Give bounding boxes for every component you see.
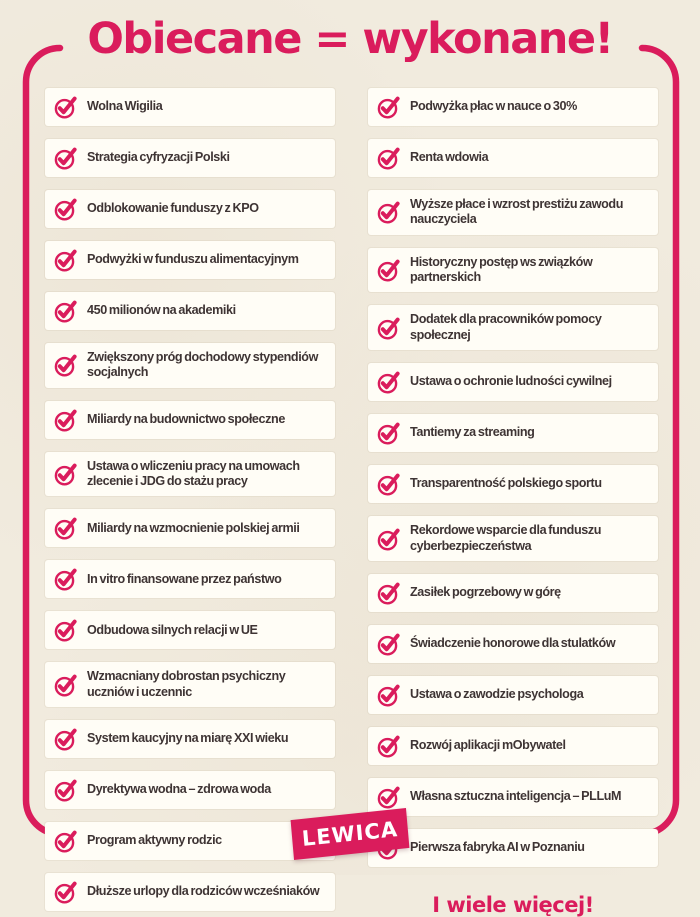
check-circle-icon [54, 569, 77, 591]
list-item-label: Odbudowa silnych relacji w UE [87, 622, 258, 637]
list-item-label: Odblokowanie funduszy z KPO [87, 201, 259, 216]
list-item: Transparentność polskiego sportu [368, 465, 658, 504]
list-item-label: Miliardy na wzmocnienie polskiej armii [87, 520, 300, 535]
check-circle-icon [54, 300, 77, 323]
list-item: Miliardy na budownictwo społeczne [45, 400, 335, 439]
list-item: Podwyżki w funduszu alimentacyjnym [45, 241, 335, 279]
list-item: Zwiększony próg dochodowy stypendiów soc… [45, 343, 335, 388]
check-circle-icon [377, 735, 400, 758]
list-item-label: Zwiększony próg dochodowy stypendiów soc… [87, 350, 318, 380]
list-item-label: Transparentność polskiego sportu [410, 476, 602, 491]
list-item-label: Świadczenie honorowe dla stulatków [410, 636, 616, 651]
check-circle-icon [54, 728, 77, 751]
list-item-label: Własna sztuczna inteligencja – PLLuM [410, 789, 622, 804]
list-item-label: Program aktywny rodzic [87, 833, 222, 848]
list-item-label: Ustawa o zawodzie psychologa [410, 687, 584, 702]
check-circle-icon [54, 96, 77, 119]
list-item: Strategia cyfryzacji Polski [45, 139, 335, 177]
list-item-label: Rekordowe wsparcie dla funduszu cyberbez… [410, 523, 602, 553]
check-circle-icon [377, 259, 400, 282]
list-item: Wolna Wigilia [45, 88, 335, 126]
list-item: Dłuższe urlopy dla rodziców wcześniaków [45, 873, 335, 912]
list-item-label: Tantiemy za streaming [410, 425, 535, 440]
check-circle-icon [54, 198, 77, 221]
list-item-label: Ustawa o ochronie ludności cywilnej [410, 374, 612, 389]
check-circle-icon [377, 633, 400, 656]
list-item: Wyższe płace i wzrost prestiżu zawodu na… [368, 190, 658, 235]
check-circle-icon [54, 409, 77, 432]
list-item-label: Dodatek dla pracowników pomocy społeczne… [410, 312, 602, 342]
check-circle-icon [54, 620, 77, 642]
list-item: Ustawa o zawodzie psychologa [368, 675, 658, 714]
list-item-label: 450 milionów na akademiki [87, 303, 236, 318]
list-item-label: In vitro finansowane przez państwo [87, 571, 282, 586]
checklist-right-column: Podwyżka płac w nauce o 30% Renta wdowia… [368, 88, 658, 917]
check-circle-icon [377, 147, 400, 170]
list-item-label: Ustawa o wliczeniu pracy na umowach zlec… [87, 458, 300, 489]
check-circle-icon [377, 422, 400, 445]
list-item-label: Wzmacniany dobrostan psychiczny uczniów … [87, 669, 286, 699]
list-item: Świadczenie honorowe dla stulatków [368, 624, 658, 663]
list-item: Rozwój aplikacji mObywatel [368, 726, 658, 765]
check-circle-icon [54, 518, 77, 540]
check-circle-icon [377, 96, 400, 119]
list-item-label: System kaucyjny na miarę XXI wieku [87, 731, 289, 746]
list-item-label: Podwyżki w funduszu alimentacyjnym [87, 252, 299, 267]
list-item-label: Miliardy na budownictwo społeczne [87, 412, 285, 427]
list-item-label: Wolna Wigilia [87, 99, 163, 114]
check-circle-icon [54, 249, 77, 272]
check-circle-icon [377, 528, 400, 551]
list-item: Odblokowanie funduszy z KPO [45, 190, 335, 228]
check-circle-icon [377, 684, 400, 707]
list-item: Ustawa o wliczeniu pracy na umowach zlec… [45, 451, 335, 497]
list-item: In vitro finansowane przez państwo [45, 560, 335, 599]
list-item: Odbudowa silnych relacji w UE [45, 611, 335, 650]
list-item: Historyczny postęp ws związków partnersk… [368, 247, 658, 293]
list-item: Miliardy na wzmocnienie polskiej armii [45, 509, 335, 548]
check-circle-icon [377, 582, 400, 605]
list-item-label: Podwyżka płac w nauce o 30% [410, 99, 577, 114]
list-item-label: Strategia cyfryzacji Polski [87, 150, 230, 165]
check-circle-icon [377, 317, 400, 340]
list-item: Własna sztuczna inteligencja – PLLuM [368, 777, 658, 816]
checklist-columns: Wolna Wigilia Strategia cyfryzacji Polsk… [45, 88, 658, 917]
list-item: 450 milionów na akademiki [45, 292, 335, 330]
list-item-label: Dyrektywa wodna – zdrowa woda [87, 782, 271, 797]
check-circle-icon [54, 354, 77, 377]
list-item-label: Dłuższe urlopy dla rodziców wcześniaków [87, 884, 320, 899]
more-text: I wiele więcej! [432, 892, 594, 917]
list-item-label: Rozwój aplikacji mObywatel [410, 738, 566, 753]
list-item: Ustawa o ochronie ludności cywilnej [368, 363, 658, 402]
check-circle-icon [54, 674, 77, 697]
check-circle-icon [377, 473, 400, 496]
check-circle-icon [54, 147, 77, 170]
check-circle-icon [54, 779, 77, 802]
check-circle-icon [377, 201, 400, 224]
check-circle-icon [54, 830, 77, 853]
list-item: System kaucyjny na miarę XXI wieku [45, 720, 335, 759]
page-title: Obiecane = wykonane! [87, 14, 614, 64]
list-item-label: Zasiłek pogrzebowy w górę [410, 585, 561, 600]
check-circle-icon [377, 786, 400, 809]
list-item-label: Historyczny postęp ws związków partnersk… [410, 254, 593, 285]
list-item: Podwyżka płac w nauce o 30% [368, 88, 658, 126]
list-item: Tantiemy za streaming [368, 414, 658, 453]
list-item: Dodatek dla pracowników pomocy społeczne… [368, 305, 658, 351]
list-item-label: Pierwsza fabryka AI w Poznaniu [410, 840, 585, 855]
list-item: Renta wdowia [368, 139, 658, 177]
list-item: Dyrektywa wodna – zdrowa woda [45, 771, 335, 810]
check-circle-icon [377, 371, 400, 394]
check-circle-icon [54, 881, 77, 904]
list-item: Wzmacniany dobrostan psychiczny uczniów … [45, 662, 335, 708]
lewica-logo-label: LEWICA [301, 817, 399, 851]
check-circle-icon [54, 463, 77, 486]
list-item-label: Renta wdowia [410, 150, 489, 165]
list-item-label: Wyższe płace i wzrost prestiżu zawodu na… [410, 197, 624, 227]
list-item: Zasiłek pogrzebowy w górę [368, 573, 658, 612]
list-item: Pierwsza fabryka AI w Poznaniu [368, 828, 658, 867]
checklist-left-column: Wolna Wigilia Strategia cyfryzacji Polsk… [45, 88, 335, 917]
list-item: Rekordowe wsparcie dla funduszu cyberbez… [368, 516, 658, 561]
